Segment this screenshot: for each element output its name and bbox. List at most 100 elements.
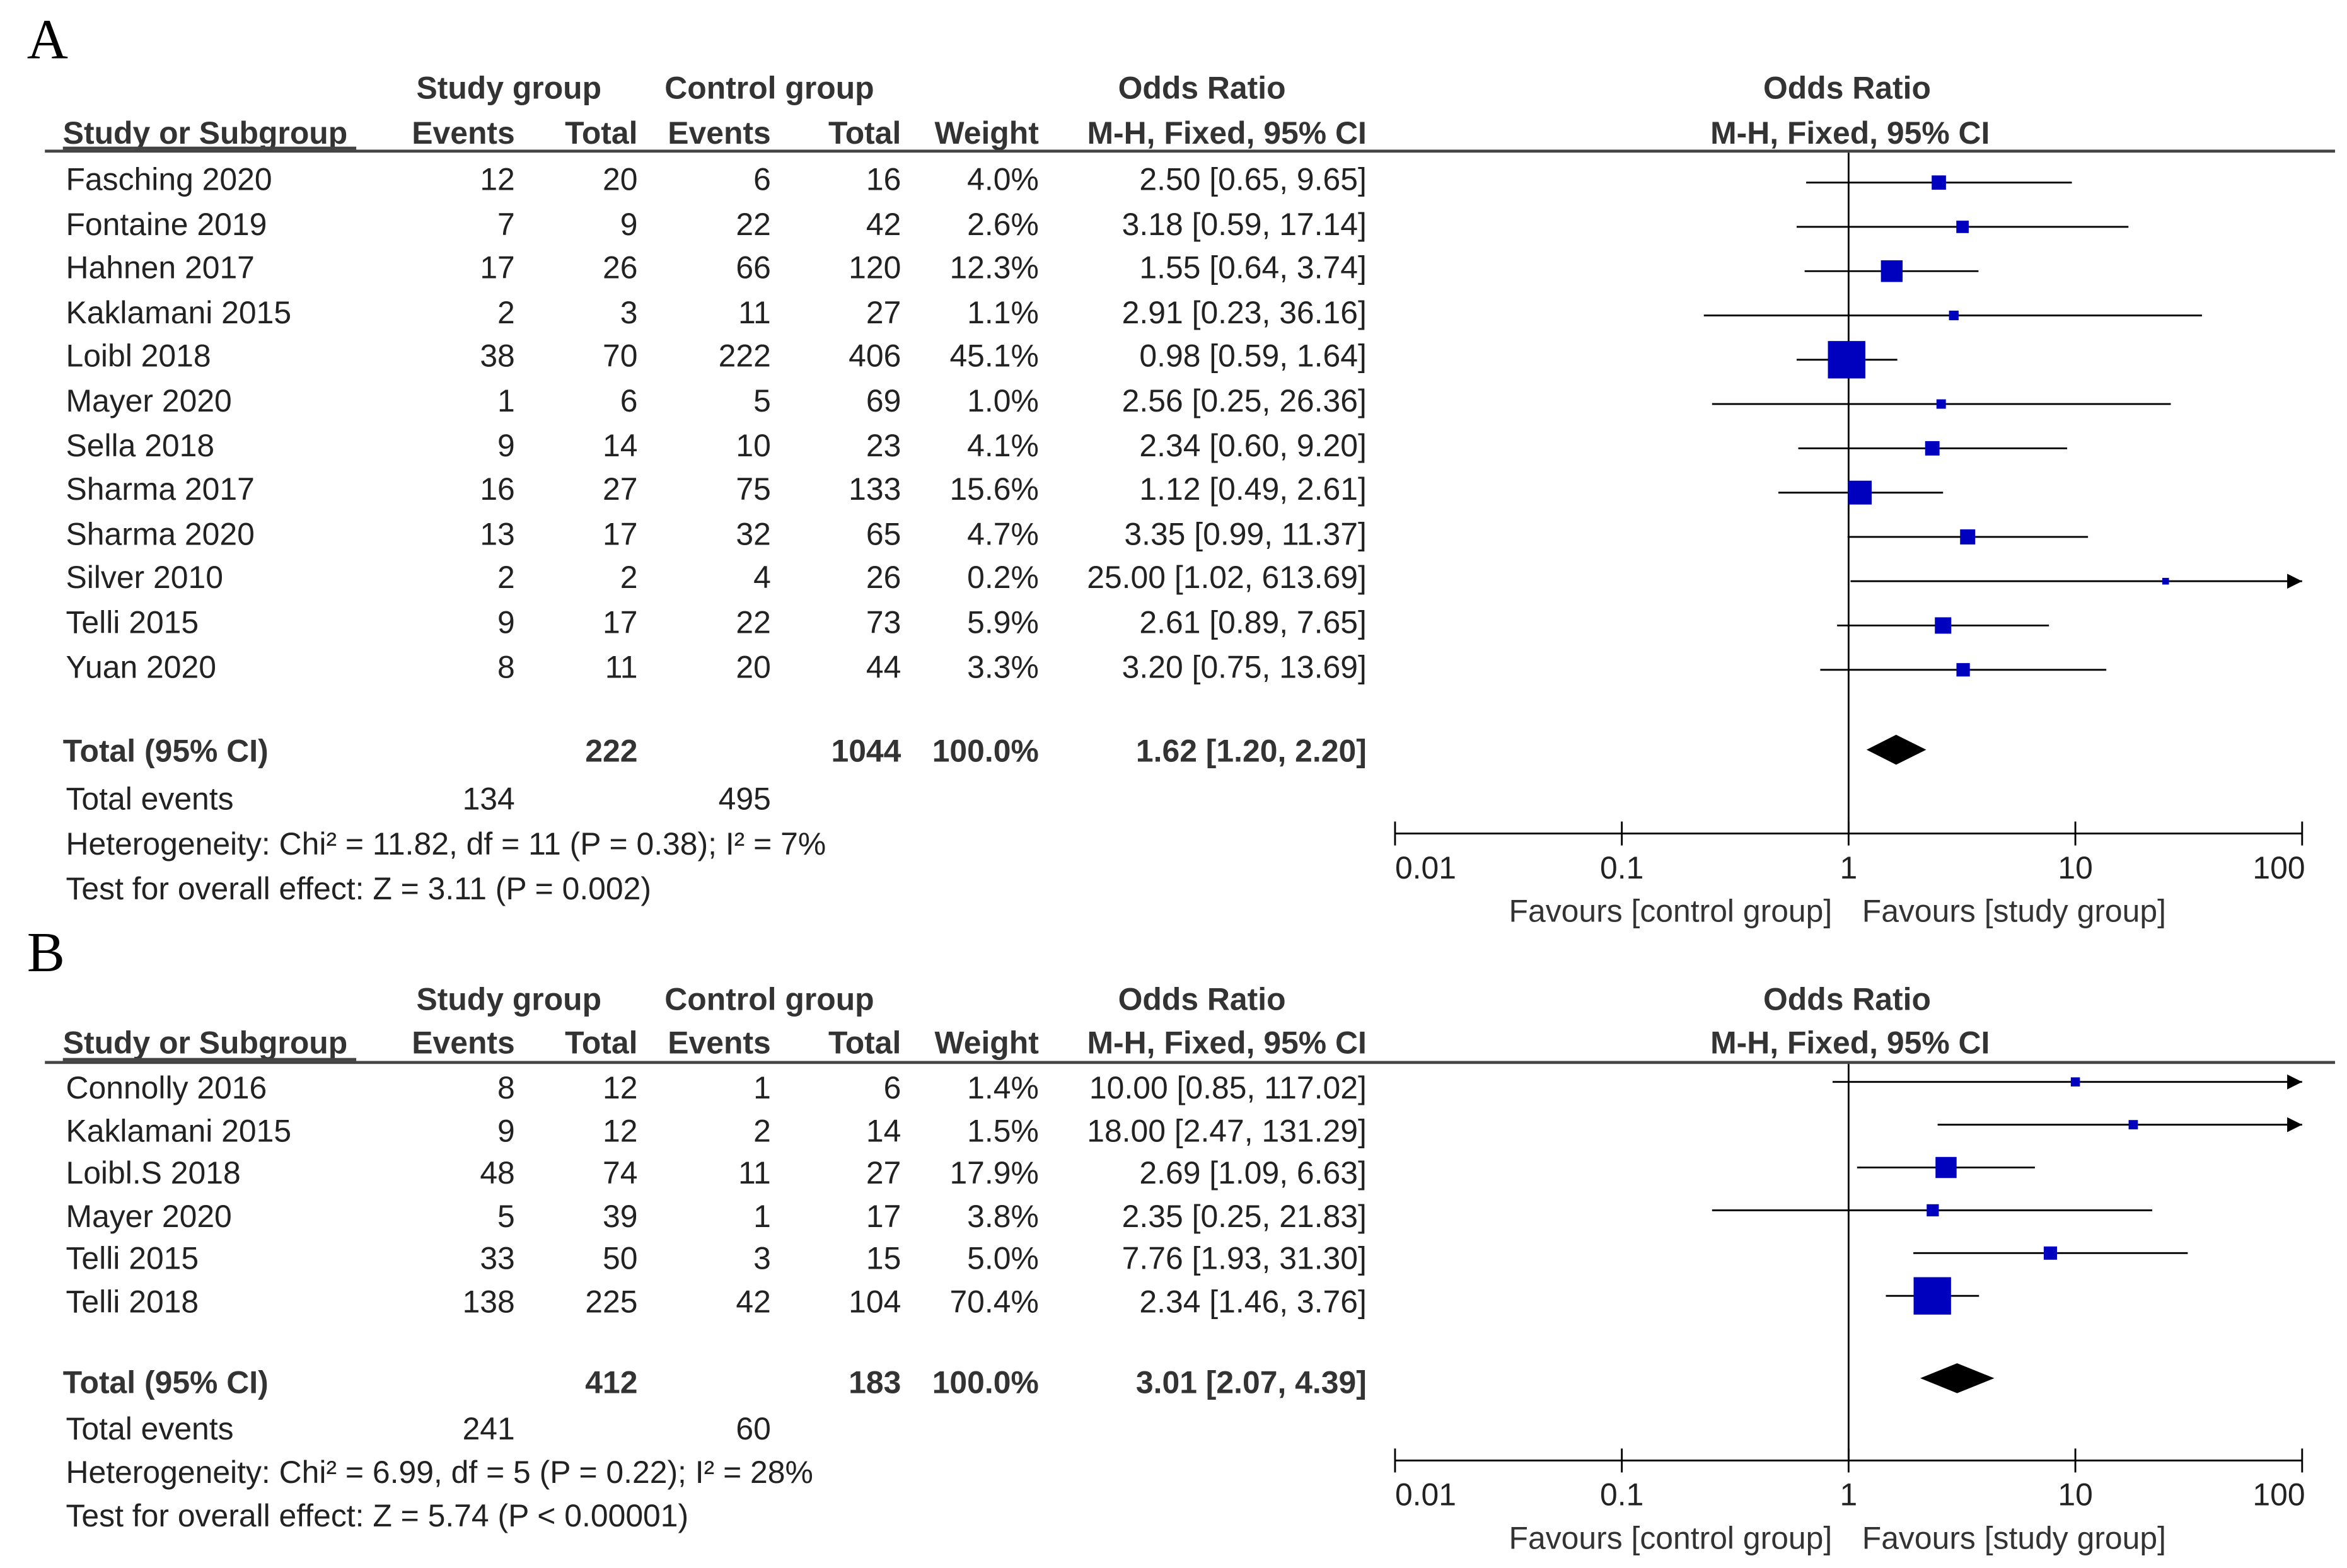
- study-events: 9: [497, 429, 515, 464]
- study-events: 38: [480, 340, 515, 375]
- control-total: 120: [849, 251, 901, 286]
- header-rule: [45, 1061, 2336, 1064]
- study-events: 16: [480, 473, 515, 508]
- study-total: 39: [603, 1199, 638, 1235]
- study-group-header: Study group: [416, 983, 602, 1018]
- control-total: 73: [866, 606, 901, 641]
- events-header: Events: [412, 117, 515, 151]
- study-marker: [1913, 1277, 1951, 1315]
- study-ci: 2.34 [1.46, 3.76]: [1139, 1285, 1367, 1320]
- study-weight: 1.1%: [967, 296, 1039, 331]
- study-weight: 1.5%: [967, 1114, 1039, 1149]
- study-events: 12: [480, 163, 515, 198]
- control-total: 14: [866, 1114, 901, 1149]
- study-marker: [1927, 1204, 1939, 1217]
- heterogeneity-text: Heterogeneity: Chi² = 6.99, df = 5 (P = …: [66, 1456, 813, 1490]
- study-weight: 2.6%: [967, 207, 1039, 242]
- study-weight: 5.9%: [967, 606, 1039, 641]
- header-underline: [62, 146, 357, 150]
- study-events: 8: [497, 650, 515, 685]
- control-total: 16: [866, 163, 901, 198]
- study-ci: 2.34 [0.60, 9.20]: [1139, 429, 1367, 464]
- control-total: 26: [866, 562, 901, 596]
- total-ci: 1.62 [1.20, 2.20]: [1135, 734, 1367, 770]
- study-ci: 1.55 [0.64, 3.74]: [1139, 251, 1367, 286]
- study-name: Silver 2010: [66, 562, 223, 596]
- study-subgroup-header: Study or Subgroup: [62, 117, 348, 151]
- total-header: Total: [828, 117, 901, 151]
- control-total: 65: [866, 517, 901, 552]
- study-name: Sharma 2020: [66, 517, 255, 552]
- study-total: 9: [620, 207, 638, 242]
- control-events: 5: [753, 384, 771, 419]
- study-total: 6: [620, 384, 638, 419]
- study-weight: 1.4%: [967, 1071, 1039, 1106]
- total-header: Total: [565, 1026, 638, 1061]
- study-events: 48: [480, 1156, 515, 1192]
- control-events: 1: [753, 1071, 771, 1106]
- control-events: 22: [736, 207, 771, 242]
- total-events-study: 241: [462, 1412, 515, 1448]
- events-header: Events: [412, 1026, 515, 1061]
- total-label: Total (95% CI): [62, 1366, 269, 1401]
- study-total: 11: [605, 650, 638, 685]
- x-tick-label: 100: [2252, 1477, 2305, 1513]
- total-label: Total (95% CI): [62, 734, 269, 770]
- study-events: 13: [480, 517, 515, 552]
- study-ci: 18.00 [2.47, 131.29]: [1087, 1114, 1367, 1149]
- study-name: Loibl.S 2018: [66, 1156, 241, 1192]
- overall-effect-text: Test for overall effect: Z = 5.74 (P < 0…: [66, 1499, 689, 1534]
- total-study: 222: [585, 734, 638, 770]
- odds-ratio-header: Odds Ratio: [1118, 983, 1286, 1018]
- study-name: Yuan 2020: [66, 650, 216, 685]
- study-name: Mayer 2020: [66, 384, 232, 419]
- plot-title-header: Odds Ratio: [1763, 983, 1931, 1018]
- favours-right-label: Favours [study group]: [1862, 1521, 2166, 1556]
- plot-method-header: M-H, Fixed, 95% CI: [1710, 117, 1990, 151]
- total-weight: 100.0%: [932, 1366, 1039, 1401]
- events-header: Events: [668, 1026, 771, 1061]
- header-underline: [62, 1058, 357, 1061]
- study-name: Telli 2018: [66, 1285, 199, 1320]
- study-events: 9: [497, 606, 515, 641]
- total-control: 1044: [831, 734, 901, 770]
- control-total: 27: [866, 296, 901, 331]
- header-rule: [45, 149, 2336, 153]
- control-events: 20: [736, 650, 771, 685]
- study-name: Fontaine 2019: [66, 207, 267, 242]
- total-events-study: 134: [462, 782, 515, 817]
- x-tick-label: 0.1: [1600, 1477, 1643, 1513]
- ci-arrow: [2287, 1074, 2302, 1090]
- control-total: 42: [866, 207, 901, 242]
- study-weight: 15.6%: [949, 473, 1039, 508]
- control-group-header: Control group: [664, 71, 874, 107]
- study-ci: 2.61 [0.89, 7.65]: [1139, 606, 1367, 641]
- study-name: Kaklamani 2015: [66, 1114, 292, 1149]
- plot-method-header: M-H, Fixed, 95% CI: [1710, 1026, 1990, 1061]
- study-name: Connolly 2016: [66, 1071, 267, 1106]
- ci-arrow: [2287, 1117, 2302, 1133]
- study-total: 27: [603, 473, 638, 508]
- study-weight: 4.7%: [967, 517, 1039, 552]
- study-ci: 1.12 [0.49, 2.61]: [1139, 473, 1367, 508]
- study-ci: 2.50 [0.65, 9.65]: [1139, 163, 1367, 198]
- overall-effect-text: Test for overall effect: Z = 3.11 (P = 0…: [66, 872, 651, 907]
- panel-label: B: [26, 921, 65, 985]
- study-total: 26: [603, 251, 638, 286]
- study-marker: [2043, 1246, 2058, 1260]
- study-total: 70: [603, 340, 638, 375]
- x-tick-label: 10: [2058, 1477, 2092, 1513]
- study-weight: 45.1%: [949, 340, 1039, 375]
- study-total: 225: [585, 1285, 638, 1320]
- study-weight: 70.4%: [949, 1285, 1039, 1320]
- control-events: 66: [736, 251, 771, 286]
- study-ci: 0.98 [0.59, 1.64]: [1139, 340, 1367, 375]
- study-group-header: Study group: [416, 71, 602, 107]
- total-events-control: 60: [736, 1412, 771, 1448]
- study-events: 2: [497, 562, 515, 596]
- study-name: Fasching 2020: [66, 163, 272, 198]
- study-ci: 7.76 [1.93, 31.30]: [1121, 1242, 1367, 1277]
- control-events: 11: [738, 296, 771, 331]
